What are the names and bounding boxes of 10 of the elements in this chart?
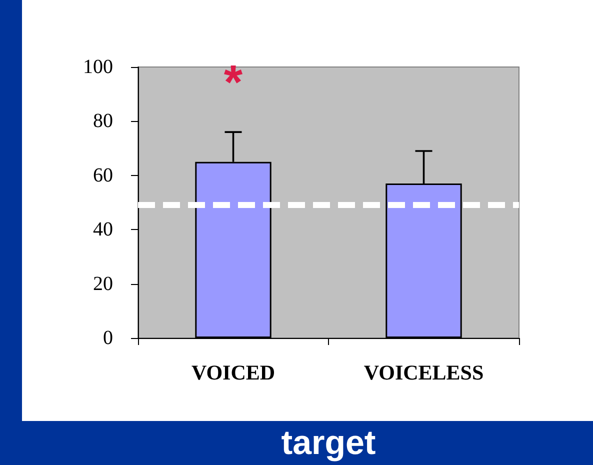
y-tick-label: 100 — [83, 56, 113, 78]
x-tick-label: VOICELESS — [364, 360, 484, 384]
y-tick-label: 80 — [93, 110, 113, 132]
y-tick-label: 40 — [93, 218, 113, 241]
x-axis-title: target — [281, 424, 376, 462]
y-tick-label: 20 — [93, 272, 113, 295]
y-tick-label: 60 — [93, 164, 113, 186]
x-tick-label: VOICED — [191, 360, 276, 384]
annotation: * — [224, 56, 243, 110]
y-tick-label: 0 — [103, 327, 113, 349]
